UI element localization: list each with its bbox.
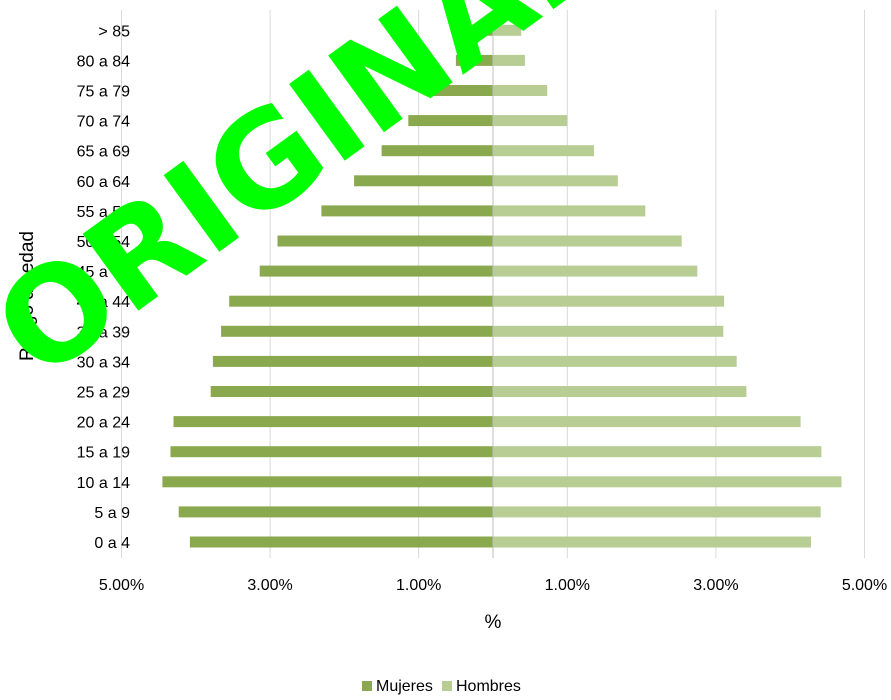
- bar-mujeres-15: [433, 85, 493, 96]
- y-tick-label-8: 40 a 44: [77, 294, 130, 311]
- bar-mujeres-7: [221, 325, 493, 337]
- y-tick-label-0: 0 a 4: [94, 535, 130, 552]
- y-tick-label-11: 55 a 59: [77, 204, 130, 221]
- y-tick-label-16: 80 a 84: [77, 53, 130, 70]
- x-tick-label-2: 1.00%: [396, 577, 441, 594]
- bar-hombres-8: [493, 295, 725, 307]
- y-tick-label-1: 5 a 9: [94, 505, 130, 522]
- bar-mujeres-9: [259, 265, 493, 277]
- bar-mujeres-5: [210, 386, 493, 397]
- bar-mujeres-0: [189, 536, 493, 548]
- y-axis-title: Rango de edad: [17, 231, 38, 361]
- y-tick-label-9: 45 a 49: [77, 264, 130, 281]
- legend: Mujeres Hombres: [362, 678, 521, 695]
- bar-hombres-6: [493, 355, 737, 367]
- bar-hombres-7: [493, 325, 724, 337]
- bar-hombres-11: [493, 205, 646, 217]
- y-tick-label-7: 35 a 39: [77, 324, 130, 341]
- y-tick-label-5: 25 a 29: [77, 385, 130, 402]
- bar-mujeres-2: [162, 476, 493, 488]
- y-tick-label-2: 10 a 14: [77, 475, 130, 492]
- bar-hombres-16: [493, 54, 525, 66]
- bar-mujeres-10: [277, 235, 493, 247]
- bar-mujeres-13: [381, 145, 493, 157]
- x-axis-title: %: [485, 612, 502, 633]
- bar-mujeres-17: [457, 24, 493, 36]
- bar-mujeres-14: [408, 115, 493, 127]
- bar-hombres-2: [493, 476, 842, 488]
- bar-hombres-13: [493, 145, 594, 157]
- bar-mujeres-4: [173, 416, 493, 428]
- x-tick-labels: 5.00% 3.00% 1.00% 1.00% 3.00% 5.00%: [99, 577, 887, 594]
- bar-mujeres-8: [229, 295, 493, 307]
- y-tick-label-6: 30 a 34: [77, 354, 130, 371]
- bar-hombres-5: [493, 386, 747, 397]
- legend-label-hombres: Hombres: [456, 678, 521, 695]
- bar-hombres-12: [493, 175, 618, 187]
- y-tick-label-10: 50 a 54: [77, 234, 130, 251]
- legend-label-mujeres: Mujeres: [376, 678, 433, 695]
- bar-hombres-0: [493, 536, 811, 548]
- bar-hombres-3: [493, 446, 822, 458]
- y-tick-label-12: 60 a 64: [77, 174, 130, 191]
- y-tick-label-4: 20 a 24: [77, 415, 130, 432]
- y-tick-labels: 0 a 4 5 a 9 10 a 14 15 a 19 20 a 24 25 a 29 30…: [77, 23, 130, 552]
- bar-hombres-1: [493, 506, 821, 518]
- bar-mujeres-16: [455, 54, 493, 66]
- x-tick-label-3: 1.00%: [545, 577, 590, 594]
- x-tick-label-5: 5.00%: [842, 577, 887, 594]
- bar-hombres-17: [493, 24, 522, 36]
- gridlines: [121, 10, 865, 558]
- bar-mujeres-6: [212, 355, 493, 367]
- x-tick-label-0: 5.00%: [99, 577, 144, 594]
- y-tick-label-3: 15 a 19: [77, 445, 130, 462]
- bar-mujeres-1: [178, 506, 493, 518]
- bar-mujeres-3: [170, 446, 493, 458]
- y-tick-label-17: > 85: [98, 23, 130, 40]
- y-tick-label-15: 75 a 79: [77, 84, 130, 101]
- x-tick-label-4: 3.00%: [693, 577, 738, 594]
- y-tick-label-13: 65 a 69: [77, 144, 130, 161]
- legend-swatch-hombres: [442, 681, 452, 691]
- bars: [162, 10, 842, 558]
- bar-hombres-15: [493, 85, 548, 96]
- y-tick-label-14: 70 a 74: [77, 114, 130, 131]
- bar-mujeres-11: [321, 205, 493, 217]
- x-tick-label-1: 3.00%: [247, 577, 292, 594]
- bar-hombres-10: [493, 235, 682, 247]
- bar-hombres-4: [493, 416, 801, 428]
- bar-hombres-14: [493, 115, 568, 127]
- bar-mujeres-12: [354, 175, 493, 187]
- bar-hombres-9: [493, 265, 698, 277]
- legend-swatch-mujeres: [362, 681, 372, 691]
